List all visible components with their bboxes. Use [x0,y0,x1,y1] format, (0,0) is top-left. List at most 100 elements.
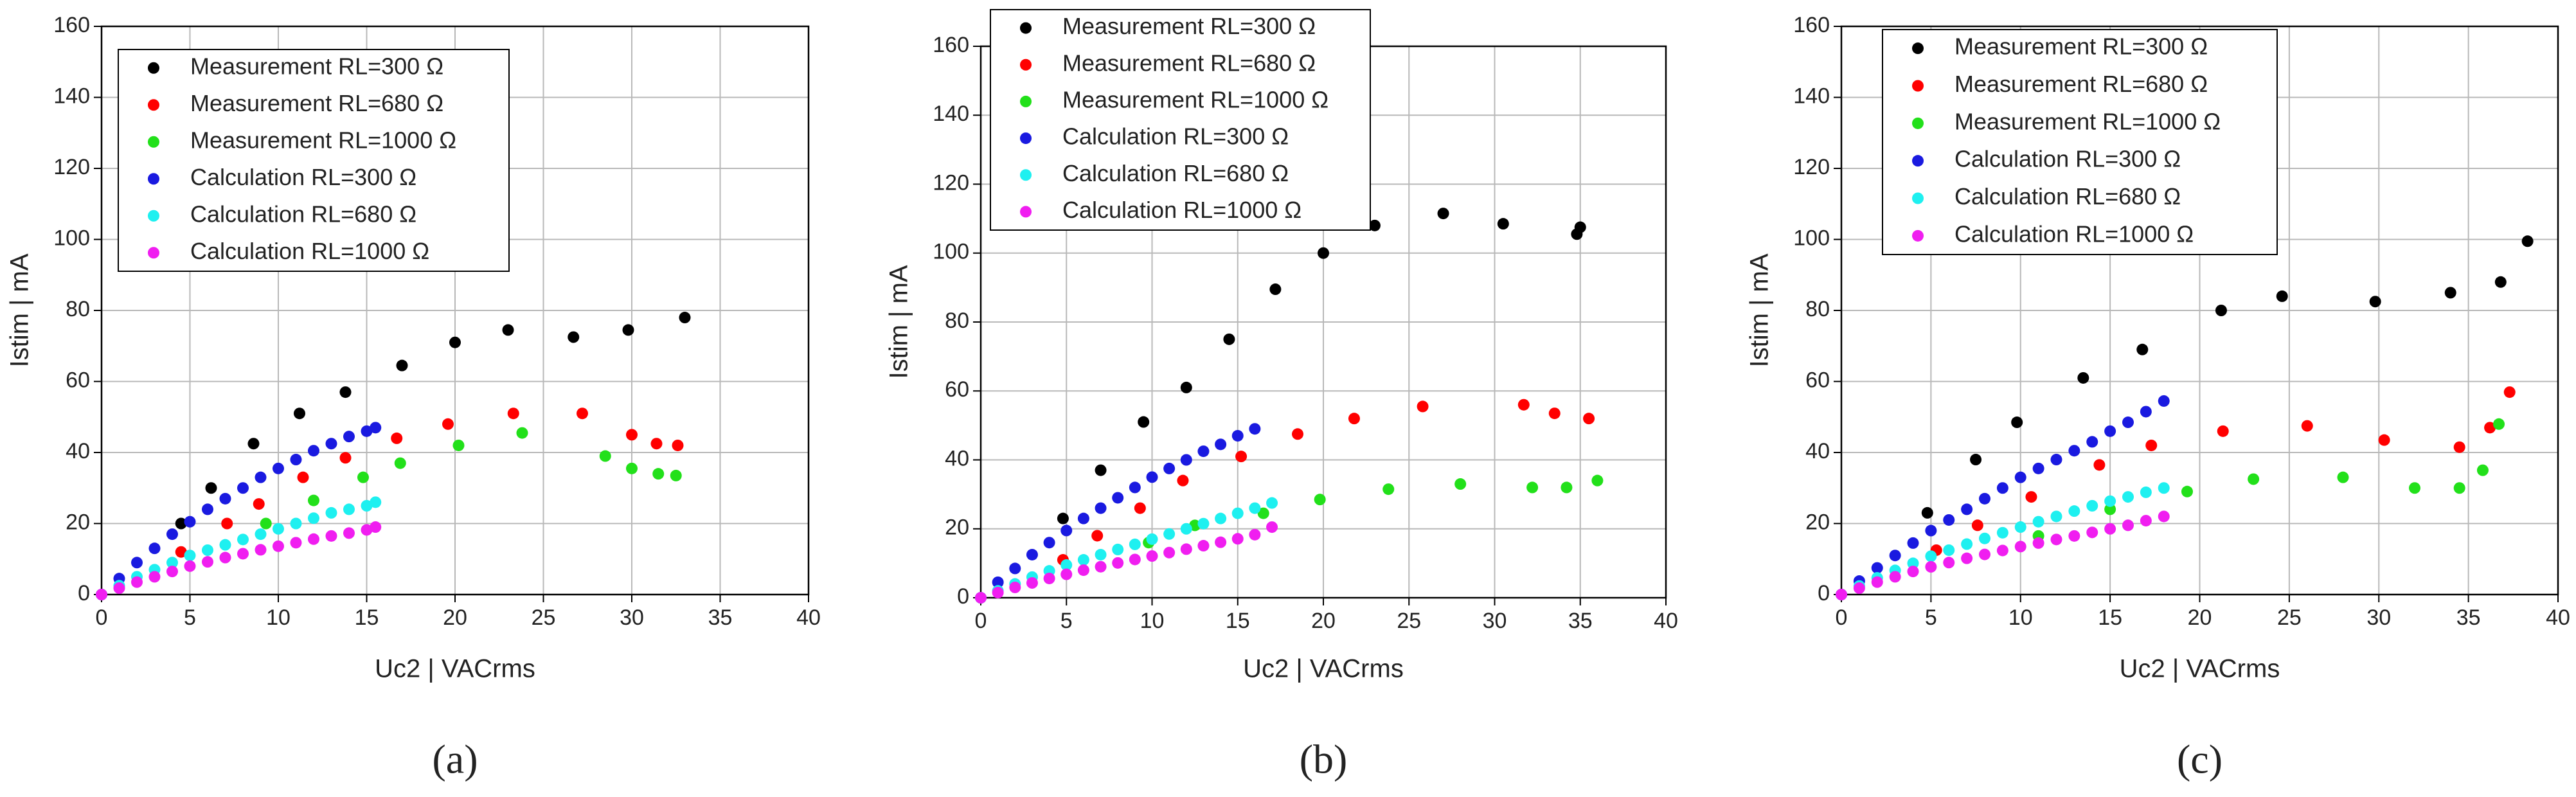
legend-marker [1020,58,1032,71]
data-point [1215,438,1227,451]
x-axis-label: Uc2 | VACrms [375,655,535,683]
data-point [1292,428,1304,440]
data-point [339,452,352,464]
data-point [148,542,161,555]
legend-marker [1912,80,1924,92]
legend: Measurement RL=300 Ω Measurement RL=680 Ω… [990,9,1371,231]
data-point [577,407,588,420]
data-point [1836,589,1847,600]
data-point [1057,512,1069,524]
data-point [1925,560,1937,573]
y-tick-label: 80 [1805,297,1830,321]
data-point [2104,495,2116,507]
data-point [219,492,231,505]
data-point [2032,462,2044,474]
y-tick-label: 160 [53,13,90,37]
data-point [166,566,178,578]
y-tick-label: 20 [1805,510,1830,534]
data-point [1249,528,1261,541]
data-point [626,429,638,441]
data-point [1382,483,1395,496]
data-point [308,494,319,506]
data-point [1223,333,1235,345]
data-point [1979,492,1990,505]
data-point [219,539,231,551]
data-point [2093,459,2106,471]
data-point [1231,429,1244,442]
y-tick-label: 140 [1793,84,1830,108]
data-point [1177,474,1189,487]
legend-label: Calculation RL=1000 Ω [190,238,429,264]
x-tick-label: 40 [796,605,821,630]
y-axis-label: Istim | mA [1746,253,1774,367]
x-tick-label: 30 [2366,605,2391,630]
data-point [273,540,284,552]
legend-marker [148,247,159,259]
data-point [221,517,233,530]
data-point [255,471,267,483]
data-point [1215,512,1227,524]
data-point [290,517,302,530]
legend-box [990,9,1371,231]
x-tick-label: 40 [2546,605,2570,630]
data-point [1548,407,1561,420]
caption: (a) [432,737,478,782]
legend-marker [1020,169,1032,181]
data-point [357,471,369,483]
data-point [325,530,337,542]
data-point [273,523,284,535]
data-point [1907,557,1919,569]
data-point [1043,537,1055,549]
data-point [975,592,987,604]
data-point [2484,422,2496,434]
data-point [1249,502,1261,514]
data-point [184,550,196,562]
data-point [1163,462,1176,474]
data-point [2104,523,2116,535]
data-point [2068,445,2080,457]
x-tick-label: 5 [1925,605,1937,630]
data-point [1163,528,1176,540]
data-point [1095,502,1107,514]
data-point [1497,218,1509,230]
data-point [2068,505,2080,517]
legend-marker [1912,117,1924,129]
data-point [2011,416,2023,429]
data-point [2476,464,2489,476]
data-point [2014,471,2026,483]
legend-label: Measurement RL=1000 Ω [1062,86,1328,112]
data-point [1146,471,1158,483]
data-point [626,462,638,474]
data-point [202,503,213,515]
y-tick-label: 0 [78,581,90,605]
data-point [1943,514,1955,526]
legend-marker [1912,229,1924,242]
data-point [2136,343,2149,355]
data-point [2122,416,2134,429]
data-point [1517,398,1530,411]
y-tick-label: 60 [1805,368,1830,392]
data-point [2032,537,2044,549]
data-point [652,468,665,480]
x-tick-label: 30 [1483,609,1507,633]
data-point [1138,416,1150,428]
data-point [568,331,580,343]
y-tick-label: 20 [66,510,90,534]
data-point [1907,537,1919,549]
data-point [1971,519,1983,532]
data-point [96,589,107,600]
data-point [670,469,682,481]
data-point [679,312,691,324]
data-point [260,517,272,530]
y-tick-label: 120 [933,170,969,195]
legend-label: Calculation RL=680 Ω [190,201,416,227]
data-point [2181,485,2193,497]
x-tick-label: 15 [1226,609,1250,633]
data-point [1009,562,1021,575]
data-point [1197,540,1210,552]
y-axis-label: Istim | mA [6,253,34,367]
data-point [1417,400,1429,413]
data-point [294,407,305,420]
legend-label: Calculation RL=300 Ω [1062,123,1289,150]
